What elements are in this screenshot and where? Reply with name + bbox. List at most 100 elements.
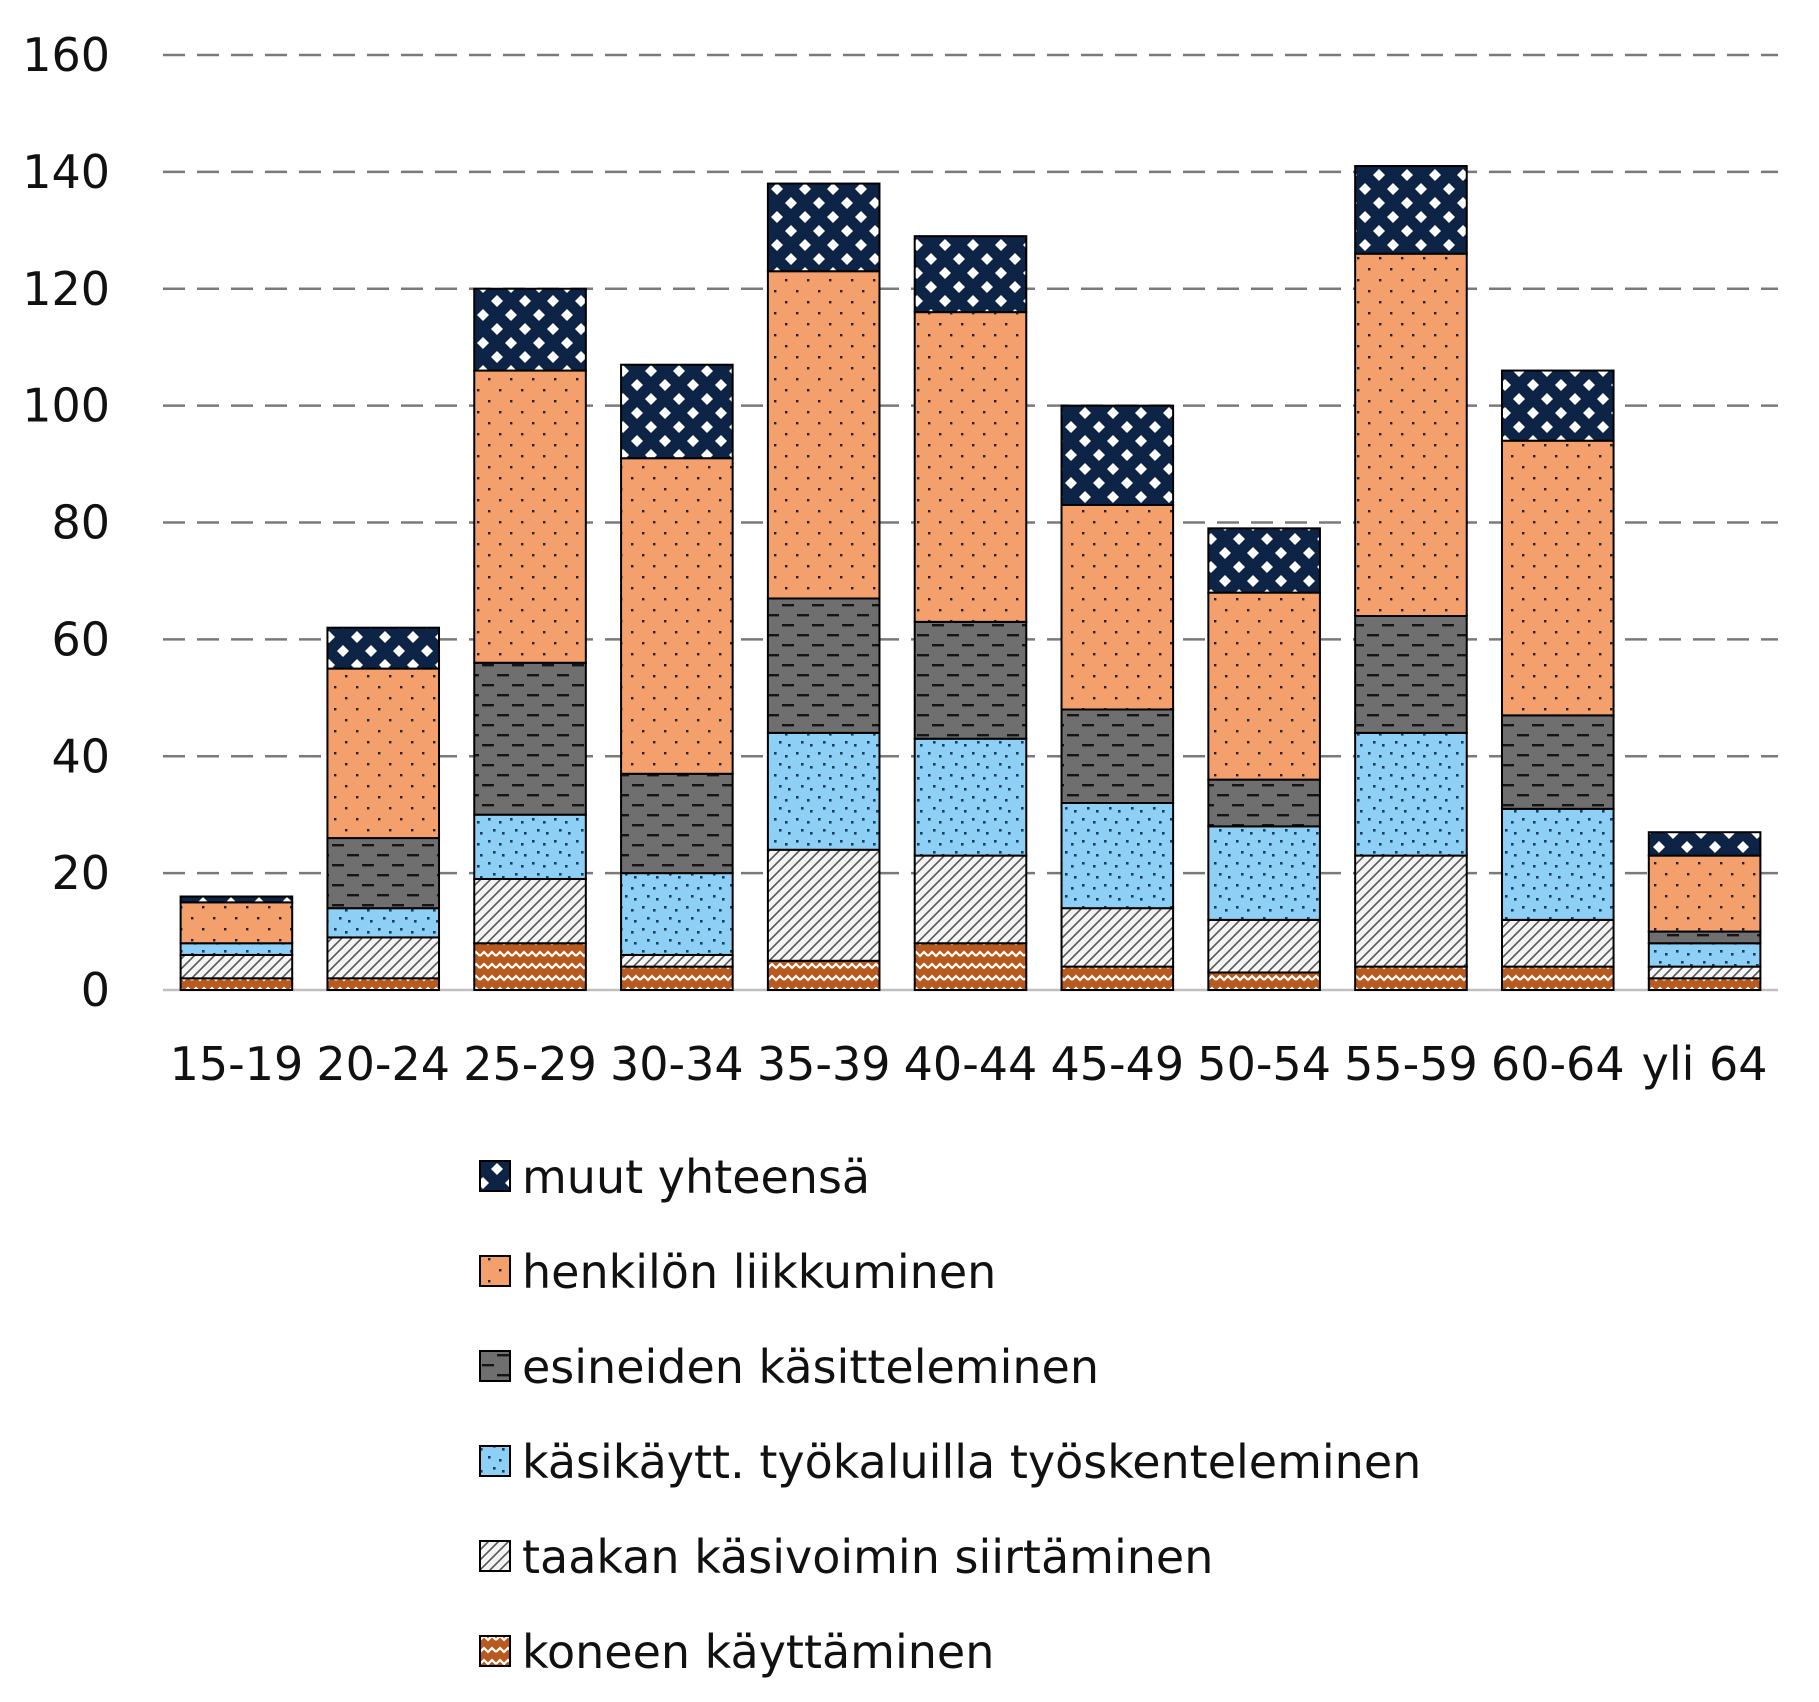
bar-segment	[326, 667, 441, 840]
legend-swatch	[479, 1635, 511, 1667]
x-tick-label: 60-64	[1491, 1037, 1625, 1091]
x-tick-label: 55-59	[1344, 1037, 1478, 1091]
bar-segment	[1647, 965, 1762, 980]
bar-stack	[473, 287, 587, 991]
y-tick-label: 140	[22, 145, 110, 199]
x-tick-label: 45-49	[1050, 1037, 1184, 1091]
legend-label: muut yhteensä	[522, 1150, 870, 1204]
legend-label: käsikäytt. työkaluilla työskenteleminen	[522, 1435, 1421, 1489]
bar-stack	[913, 235, 1028, 991]
bars	[179, 165, 1762, 991]
bar-segment	[1354, 731, 1468, 857]
legend: muut yhteensä henkilön liikkuminen esineid…	[479, 1150, 1421, 1679]
bar-segment	[620, 363, 734, 460]
legend-label: taakan käsivoimin siirtäminen	[522, 1530, 1213, 1584]
bar-segment	[473, 287, 587, 372]
bar-segment	[179, 895, 294, 904]
legend-item: taakan käsivoimin siirtäminen	[479, 1530, 1213, 1584]
bar-segment	[326, 837, 441, 910]
legend-item: henkilön liikkuminen	[479, 1245, 996, 1299]
bar-segment	[1647, 942, 1762, 968]
bar-stack	[326, 626, 441, 991]
bar-segment	[1060, 802, 1175, 910]
bar-segment	[1500, 918, 1615, 968]
bar-segment	[766, 848, 881, 962]
bar-stack	[179, 895, 294, 991]
y-tick-label: 20	[51, 846, 110, 900]
bar-segment	[913, 235, 1028, 314]
bar-stack	[1207, 527, 1321, 991]
bar-segment	[326, 977, 441, 991]
bar-stack	[1647, 831, 1762, 991]
bar-segment	[473, 661, 587, 816]
bar-segment	[620, 965, 734, 991]
bar-segment	[766, 597, 881, 734]
x-axis-tick-labels: 15-19 20-24 25-29 30-34 35-39 40-44 45-49 50-54…	[170, 1037, 1768, 1091]
x-tick-label: 25-29	[463, 1037, 597, 1091]
legend-item: muut yhteensä	[479, 1150, 870, 1204]
bar-segment	[913, 311, 1028, 623]
bar-segment	[1207, 971, 1321, 991]
bar-segment	[1207, 918, 1321, 974]
bar-segment	[1647, 854, 1762, 933]
y-tick-label: 40	[51, 729, 110, 783]
bar-segment	[913, 620, 1028, 740]
bar-stack	[620, 363, 734, 991]
bar-segment	[766, 959, 881, 991]
x-tick-label: 15-19	[170, 1037, 304, 1091]
bar-segment	[766, 182, 881, 273]
bar-stack	[1354, 165, 1468, 991]
bar-stack	[766, 182, 881, 991]
y-tick-label: 120	[22, 262, 110, 316]
bar-segment	[473, 813, 587, 880]
bar-segment	[1500, 439, 1615, 717]
bar-segment	[1060, 404, 1175, 506]
x-tick-label: 50-54	[1197, 1037, 1331, 1091]
bar-segment	[1354, 615, 1468, 734]
bar-segment	[1207, 825, 1321, 921]
x-tick-label: 40-44	[904, 1037, 1038, 1091]
legend-swatch	[479, 1350, 511, 1382]
bar-segment	[473, 369, 587, 664]
legend-swatch	[479, 1540, 511, 1572]
bar-segment	[326, 626, 441, 670]
bar-segment	[1354, 165, 1468, 255]
x-tick-label: 35-39	[757, 1037, 891, 1091]
bar-segment	[473, 942, 587, 991]
bar-segment	[766, 731, 881, 851]
bar-segment	[473, 877, 587, 945]
bar-segment	[1500, 369, 1615, 442]
legend-item: esineiden käsitteleminen	[479, 1340, 1099, 1394]
bar-segment	[326, 907, 441, 939]
bar-segment	[326, 936, 441, 980]
y-tick-label: 60	[51, 612, 110, 666]
bar-segment	[913, 737, 1028, 857]
legend-swatch	[479, 1445, 511, 1477]
bar-segment	[1060, 503, 1175, 711]
legend-item: koneen käyttäminen	[479, 1625, 994, 1679]
bar-segment	[766, 270, 881, 600]
bar-segment	[1354, 854, 1468, 968]
bar-segment	[1207, 527, 1321, 594]
bar-segment	[1060, 965, 1175, 991]
y-tick-label: 0	[81, 963, 110, 1017]
bar-segment	[1500, 807, 1615, 921]
x-tick-label: 30-34	[610, 1037, 744, 1091]
bar-segment	[620, 457, 734, 775]
bar-segment	[1060, 907, 1175, 968]
bar-segment	[620, 953, 734, 968]
legend-label: henkilön liikkuminen	[522, 1245, 996, 1299]
bar-segment	[1647, 977, 1762, 991]
legend-swatch	[479, 1255, 511, 1287]
legend-label: esineiden käsitteleminen	[522, 1340, 1099, 1394]
bar-segment	[620, 772, 734, 875]
x-tick-label: yli 64	[1642, 1037, 1768, 1091]
bar-segment	[179, 977, 294, 991]
bar-segment	[1207, 591, 1321, 781]
bar-segment	[1500, 965, 1615, 991]
bar-segment	[1354, 965, 1468, 991]
legend-label: koneen käyttäminen	[522, 1625, 994, 1679]
x-tick-label: 20-24	[316, 1037, 450, 1091]
bar-segment	[913, 854, 1028, 945]
